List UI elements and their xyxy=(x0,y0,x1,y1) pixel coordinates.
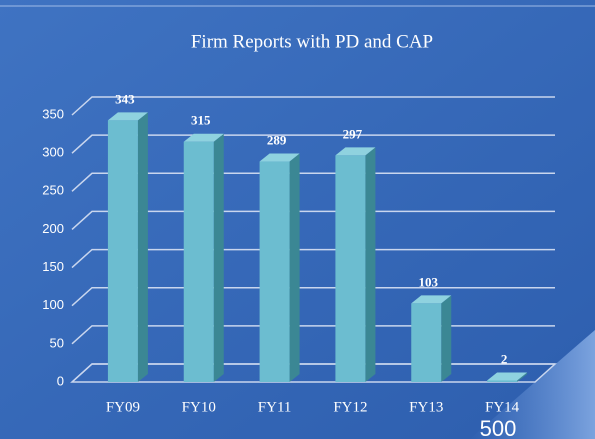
bar-top xyxy=(335,147,376,156)
y-tick-label: 0 xyxy=(57,373,64,388)
x-tick-label: FY09 xyxy=(106,399,140,415)
bar-side xyxy=(517,372,528,382)
bar-side xyxy=(213,133,224,382)
grid-line xyxy=(71,210,555,230)
y-tick-label: 200 xyxy=(42,221,64,236)
bar xyxy=(183,141,214,382)
bar xyxy=(259,161,290,382)
background-streak xyxy=(470,330,595,439)
x-tick-label: FY13 xyxy=(409,399,443,415)
data-label: 297 xyxy=(343,126,363,141)
bar xyxy=(411,303,442,382)
chart-title: Firm Reports with PD and CAP xyxy=(191,31,433,52)
bar xyxy=(107,120,138,382)
y-tick-label: 250 xyxy=(42,183,64,198)
data-label: 2 xyxy=(501,351,508,366)
y-tick-label: 150 xyxy=(42,259,64,274)
y-tick-label: 100 xyxy=(42,297,64,312)
grid-line xyxy=(71,286,555,307)
grid-line xyxy=(71,134,555,154)
data-label: 103 xyxy=(419,274,439,289)
x-tick-label: FY11 xyxy=(258,399,292,415)
bar-side xyxy=(441,295,452,382)
y-tick-label: 300 xyxy=(42,145,64,160)
floor xyxy=(70,363,557,383)
data-label: 315 xyxy=(191,113,211,128)
data-label: 289 xyxy=(267,133,287,148)
bar xyxy=(487,380,518,382)
bar-side xyxy=(137,112,148,382)
x-tick-label: FY14 xyxy=(485,399,520,415)
y-tick-label: 350 xyxy=(42,106,64,121)
bar xyxy=(335,155,366,382)
bar-top xyxy=(107,112,148,121)
grid-line xyxy=(71,248,555,269)
bar-top xyxy=(259,153,300,162)
data-label: 343 xyxy=(115,91,135,106)
y-tick-label: 50 xyxy=(50,335,64,350)
grid-line xyxy=(71,325,555,345)
bar-top xyxy=(487,372,528,381)
bar-top xyxy=(411,295,452,304)
grid-line xyxy=(71,172,555,192)
grid-line xyxy=(71,96,555,116)
bar-side xyxy=(365,147,376,382)
x-tick-label: FY10 xyxy=(182,399,216,415)
bar-top xyxy=(183,133,224,142)
x-tick-label: FY12 xyxy=(333,399,367,415)
bar-side xyxy=(289,153,300,382)
annotation: 500 xyxy=(480,416,517,439)
